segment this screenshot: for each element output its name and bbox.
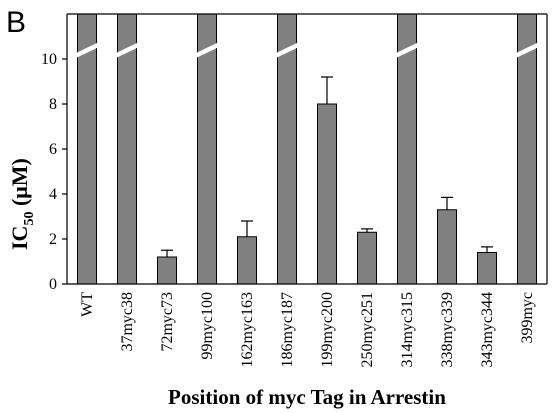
- x-tick-labels: WT 37myc38 72myc73 99myc100 162myc163 186myc1…: [79, 292, 536, 368]
- bar-199myc200: [317, 103, 337, 285]
- break-mark-37myc38: [114, 41, 140, 59]
- y-axis-label: IC50 (μM): [7, 158, 37, 250]
- error-bars: [161, 76, 493, 257]
- axis-breaks: [74, 41, 540, 59]
- y-tick-label-6: 6: [49, 141, 57, 158]
- x-tick-label-250myc251: 250myc251: [359, 292, 376, 368]
- x-axis-label: Position of myc Tag in Arrestin: [168, 385, 446, 409]
- x-tick-label-162myc163: 162myc163: [239, 292, 256, 368]
- y-tick-label-4: 4: [49, 186, 57, 203]
- bar-162myc163: [237, 236, 257, 285]
- break-mark-WT: [74, 41, 100, 59]
- bar-338myc339: [437, 209, 457, 285]
- y-axis-label-unit: (μM): [7, 158, 32, 211]
- y-tick-label-0: 0: [49, 276, 57, 293]
- bar-343myc344: [477, 252, 497, 285]
- break-mark-186myc187: [274, 41, 300, 59]
- break-mark-99myc100: [194, 41, 220, 59]
- bar-250myc251: [357, 231, 377, 285]
- y-ticks: 0 2 4 6 8 10: [41, 51, 67, 293]
- x-tick-label-199myc200: 199myc200: [319, 292, 336, 368]
- x-tick-label-338myc339: 338myc339: [439, 292, 456, 368]
- x-tick-label-314myc315: 314myc315: [399, 292, 416, 368]
- x-tick-label-WT: WT: [79, 292, 96, 317]
- y-axis-label-main: IC: [7, 226, 32, 250]
- bar-72myc73: [157, 256, 177, 285]
- x-tick-label-186myc187: 186myc187: [279, 292, 296, 368]
- break-mark-399myc: [514, 41, 540, 59]
- x-tick-label-343myc344: 343myc344: [479, 292, 496, 368]
- bar-chart: 0 2 4 6 8 10 WT 37myc38 72myc73 99myc100 162myc16…: [7, 13, 548, 409]
- y-tick-label-8: 8: [49, 96, 57, 113]
- y-tick-label-10: 10: [41, 51, 57, 68]
- x-tick-label-399myc: 399myc: [519, 292, 536, 344]
- y-axis-label-subscript: 50: [22, 212, 37, 226]
- bars: [77, 13, 537, 285]
- y-tick-label-2: 2: [49, 231, 57, 248]
- x-tick-label-72myc73: 72myc73: [159, 292, 176, 352]
- x-tick-label-37myc38: 37myc38: [119, 292, 136, 352]
- break-mark-314myc315: [394, 41, 420, 59]
- x-tick-label-99myc100: 99myc100: [199, 292, 216, 360]
- panel-label: B: [6, 6, 26, 39]
